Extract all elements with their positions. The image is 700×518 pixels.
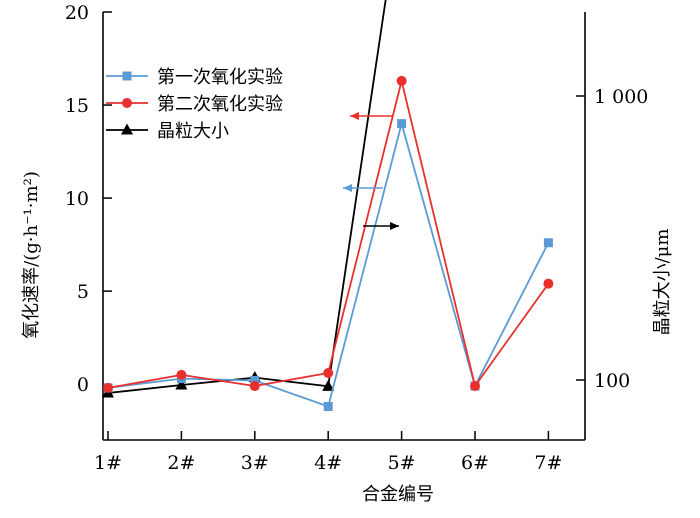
series-1 [103, 119, 553, 412]
legend-label: 晶粒大小 [157, 121, 229, 142]
data-point [249, 381, 260, 392]
series-3 [102, 0, 387, 398]
data-point [176, 369, 187, 380]
series-layer [102, 0, 554, 412]
x-tick-label: 4# [314, 452, 342, 474]
x-axis: 1# 2# 3# 4# 5# 6# 7# [94, 431, 562, 474]
right-axis-title: 晶粒大小/μm [652, 229, 673, 336]
x-tick-label: 6# [461, 452, 489, 474]
data-point [470, 381, 480, 392]
series-2 [103, 75, 554, 393]
series-line [107, 0, 387, 394]
series-line [107, 120, 550, 408]
data-point [103, 382, 113, 393]
plot-frame [102, 12, 586, 441]
left-axis: 0 5 10 15 20 [65, 2, 112, 396]
x-tick-label: 2# [167, 452, 195, 474]
left-tick-label: 20 [65, 2, 89, 24]
left-tick-label: 0 [77, 374, 89, 396]
data-point [397, 119, 407, 129]
data-point [175, 378, 188, 390]
left-axis-title: 氧化速率/(g·h⁻¹·m²) [21, 171, 42, 339]
axis-indicator-arrows [343, 112, 399, 230]
data-point [543, 238, 553, 248]
arrow-second-experiment [350, 112, 393, 120]
left-tick-label: 10 [65, 188, 89, 210]
arrow-first-experiment [343, 184, 383, 192]
arrow-head [390, 222, 399, 230]
x-tick-label: 7# [534, 452, 562, 474]
data-point [396, 75, 407, 86]
legend-marker [122, 98, 132, 108]
legend-item-1: 第一次氧化实验 [106, 67, 283, 88]
x-axis-title: 合金编号 [362, 484, 434, 505]
legend-item-3: 晶粒大小 [106, 121, 229, 142]
right-tick-label: 100 [594, 370, 630, 392]
data-point [323, 368, 334, 379]
right-tick-label: 1 000 [594, 86, 648, 108]
data-point [543, 278, 554, 289]
arrow-head [350, 112, 359, 120]
left-tick-label: 5 [77, 281, 89, 303]
data-point [322, 379, 335, 391]
x-tick-label: 1# [94, 452, 122, 474]
legend-label: 第二次氧化实验 [157, 94, 283, 115]
x-tick-label: 5# [388, 452, 416, 474]
legend-label: 第一次氧化实验 [157, 67, 283, 88]
arrow-grain-size [363, 222, 399, 230]
data-point [323, 402, 333, 412]
data-point [250, 375, 260, 385]
legend-item-2: 第二次氧化实验 [106, 94, 283, 115]
x-tick-label: 3# [241, 452, 269, 474]
legend-marker [121, 123, 133, 135]
arrow-head [343, 184, 352, 192]
left-tick-label: 15 [65, 95, 89, 117]
legend-marker [122, 71, 132, 81]
